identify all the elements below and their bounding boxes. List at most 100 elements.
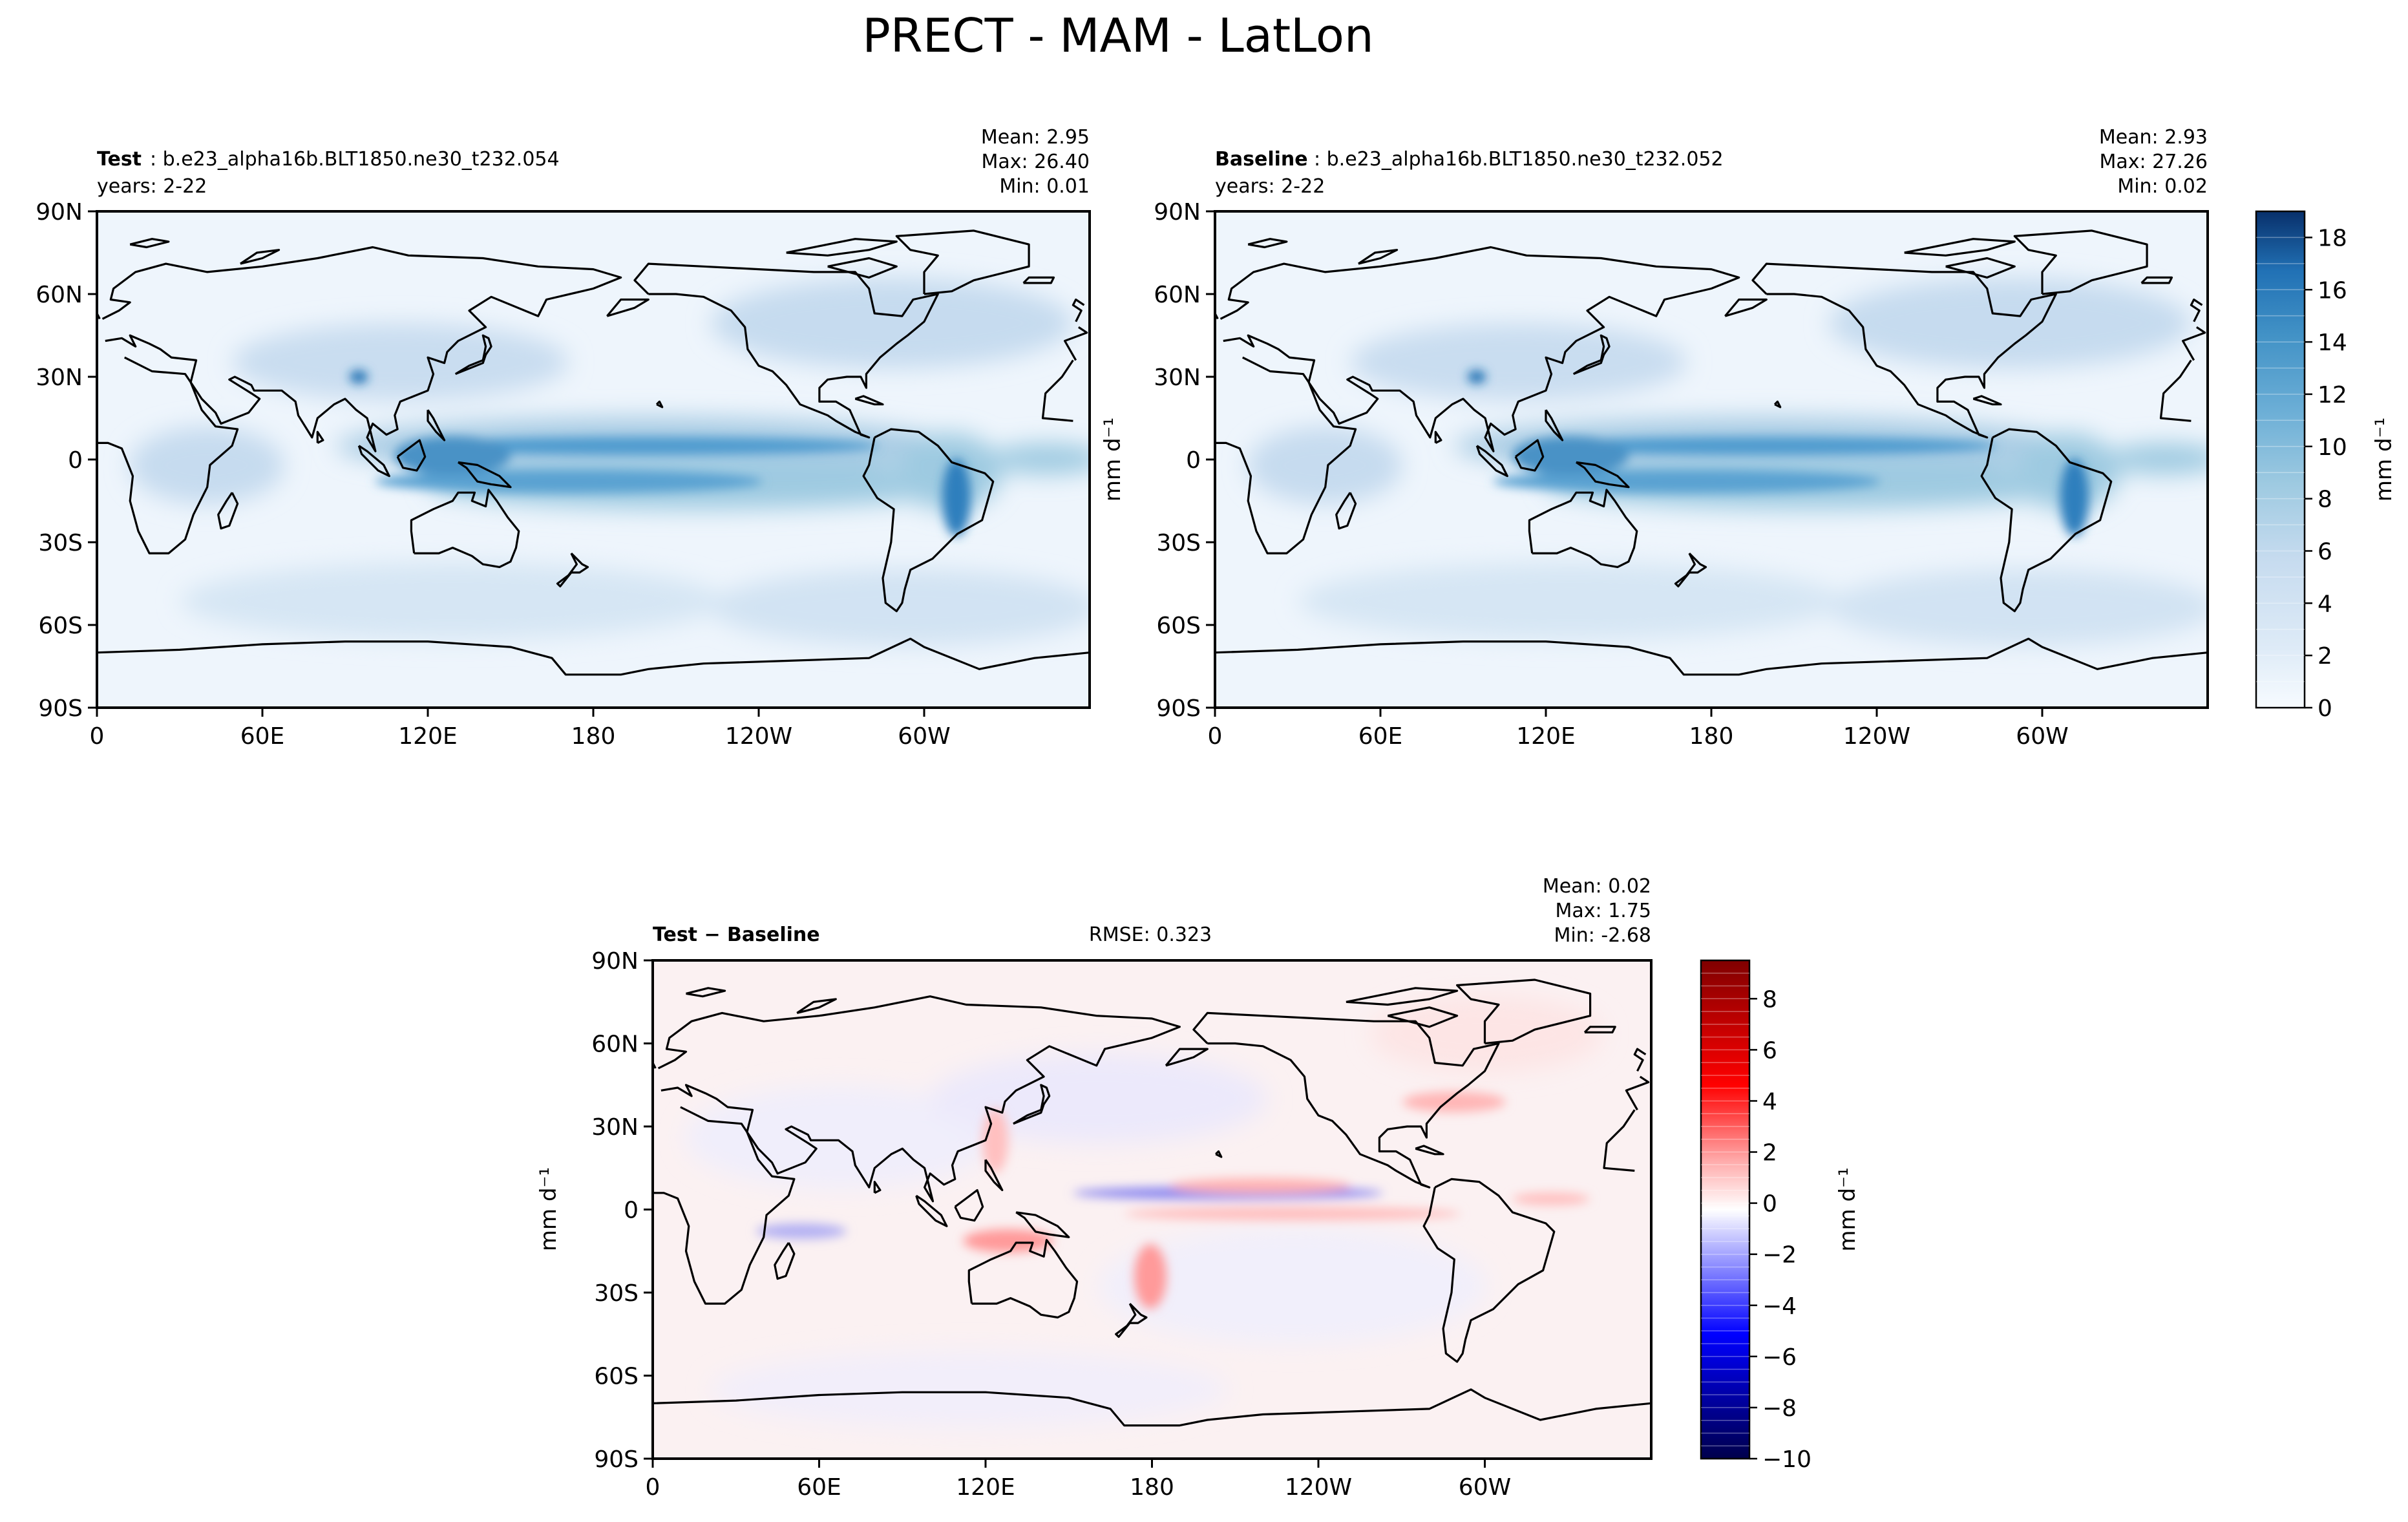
- colorbar-tick-label-diff: −4: [1762, 1293, 1797, 1320]
- colorbar-tick-label-diff: −8: [1762, 1395, 1797, 1422]
- coastline-baseline-15: [1545, 409, 1564, 441]
- coastline-diff-12: [1115, 1302, 1148, 1338]
- coastline-diff-22: [1215, 1150, 1223, 1158]
- panel-baseline-stat-mean: Mean: 2.93: [2099, 126, 2208, 149]
- xtick-label-test: 60W: [898, 723, 950, 750]
- coastline-test-3: [633, 262, 939, 439]
- colorbar-tick-label-blues: 6: [2318, 538, 2332, 565]
- colorbar-tick-label-diff: 4: [1762, 1088, 1777, 1115]
- coastline-diff-20: [686, 987, 726, 998]
- coastline-diff-18: [1346, 987, 1459, 1006]
- panel-diff-stat-mean: Mean: 0.02: [1543, 875, 1651, 898]
- panel-baseline-years: years: 2-22: [1215, 175, 1325, 198]
- panel-diff-rmse: RMSE: 0.323: [1089, 924, 1212, 946]
- coastline-diff-23: [1165, 1048, 1209, 1067]
- coastline-diff-17: [1415, 1145, 1444, 1156]
- xtick-label-diff: 120E: [956, 1474, 1015, 1501]
- coastline-test-7: [217, 492, 239, 530]
- coastline-baseline-21: [1358, 249, 1399, 265]
- colorbar-diff: −10 −8 −6 −4 −2 0 2 4 6 8 mm d⁻¹: [1700, 959, 1861, 1473]
- xtick-label-baseline: 60W: [2016, 723, 2068, 750]
- coastline-diff-19: [1387, 1006, 1459, 1028]
- figure-title: PRECT - MAM - LatLon: [862, 8, 1373, 63]
- coastline-test-8: [454, 334, 492, 375]
- colorbar-tick-label-diff: 8: [1762, 986, 1777, 1013]
- coastline-baseline-22: [1773, 400, 1782, 408]
- colorbar-tick-label-blues: 2: [2318, 643, 2332, 670]
- ytick-label-test: 90S: [38, 695, 83, 722]
- panel-test-stat-max: Max: 26.40: [981, 151, 1090, 173]
- coastline-baseline-16: [1434, 430, 1442, 444]
- coastlines-baseline: [1215, 229, 2208, 676]
- coastline-diff-3: [1192, 1011, 1500, 1189]
- coastline-baseline-10: [1475, 445, 1508, 478]
- coastline-baseline-7: [1335, 492, 1357, 530]
- ytick-label-baseline: 60N: [1154, 282, 1201, 308]
- panel-test-stat-min: Min: 0.01: [999, 175, 1090, 198]
- panel-baseline-title-bold: Baseline: [1215, 148, 1308, 171]
- panel-diff-ylabel: mm d⁻¹: [536, 1167, 562, 1251]
- colorbar-tick-label-blues: 4: [2318, 591, 2332, 617]
- ytick-label-baseline: 0: [1186, 447, 1201, 474]
- xtick-label-diff: 120W: [1285, 1474, 1352, 1501]
- panel-baseline-stat-min: Min: 0.02: [2117, 175, 2208, 198]
- xtick-label-test: 120W: [725, 723, 792, 750]
- coastline-diff-9: [954, 1189, 984, 1222]
- coastline-test-23: [606, 298, 650, 317]
- colorbar-tick-label-diff: −6: [1762, 1344, 1797, 1371]
- coastline-baseline-1: [1220, 246, 2206, 452]
- ytick-label-baseline: 90N: [1154, 199, 1201, 226]
- xtick-label-baseline: 0: [1208, 723, 1223, 750]
- coastline-diff-5: [1456, 978, 1592, 1045]
- coastline-diff-4: [1422, 1178, 1556, 1363]
- coastlines-test: [97, 229, 1090, 676]
- panel-test-title-rest: : b.e23_alpha16b.BLT1850.ne30_t232.054: [150, 148, 560, 171]
- coastline-diff-6: [653, 1388, 1651, 1427]
- panel-diff-stat-min: Min: -2.68: [1554, 924, 1652, 947]
- coastline-baseline-20: [1247, 238, 1288, 249]
- ytick-label-test: 30N: [36, 365, 83, 391]
- coastline-baseline-11: [1576, 461, 1630, 489]
- ytick-label-test: 60N: [36, 282, 83, 308]
- xtick-label-baseline: 60E: [1358, 723, 1403, 750]
- ytick-label-test: 60S: [38, 613, 83, 639]
- coastline-test-5: [895, 229, 1030, 295]
- xtick-label-test: 60E: [240, 723, 285, 750]
- coastline-diff-8: [1013, 1084, 1051, 1125]
- ytick-label-diff: 60S: [594, 1364, 639, 1390]
- coastlines-diff: [653, 978, 1651, 1427]
- colorbar-tick-label-blues: 10: [2318, 434, 2347, 461]
- coastline-diff-16: [873, 1181, 882, 1194]
- panel-difference: Test − Baseline RMSE: 0.323 Mean: 0.02 M…: [536, 875, 1651, 1459]
- coastline-test-6: [97, 637, 1090, 676]
- coastline-diff-15: [984, 1159, 1004, 1192]
- coastline-diff-1: [657, 995, 1650, 1203]
- coastline-diff-7: [774, 1242, 796, 1280]
- colorbar-tick-label-blues: 8: [2318, 487, 2332, 513]
- xtick-label-baseline: 120E: [1516, 723, 1575, 750]
- coastline-test-10: [357, 445, 390, 478]
- ytick-label-diff: 30N: [591, 1114, 639, 1141]
- colorbar-label-diff: mm d⁻¹: [1835, 1167, 1861, 1251]
- coastline-baseline-19: [1945, 257, 2016, 279]
- colorbar-tick-label-diff: 2: [1762, 1140, 1777, 1167]
- ytick-label-baseline: 30S: [1156, 530, 1201, 556]
- coastline-baseline-14: [2140, 276, 2173, 284]
- xtick-label-baseline: 180: [1689, 723, 1734, 750]
- coastline-test-20: [129, 238, 170, 249]
- panel-diff-title-bold: Test − Baseline: [653, 924, 820, 946]
- ytick-label-diff: 30S: [594, 1280, 639, 1307]
- xtick-label-test: 120E: [398, 723, 457, 750]
- coastline-test-19: [827, 257, 898, 279]
- coastline-baseline-17: [1972, 395, 2002, 406]
- colorbar-tick-label-blues: 0: [2318, 695, 2332, 722]
- colorbar-tick-label-blues: 18: [2318, 225, 2347, 251]
- ytick-label-baseline: 90S: [1156, 695, 1201, 722]
- coastline-baseline-9: [1514, 439, 1545, 472]
- coastline-baseline-4: [1980, 428, 2113, 613]
- coastline-baseline-18: [1904, 238, 2016, 257]
- ytick-label-diff: 60N: [591, 1031, 639, 1058]
- colorbar-tick-label-blues: 14: [2318, 330, 2347, 356]
- coastline-test-22: [655, 400, 664, 408]
